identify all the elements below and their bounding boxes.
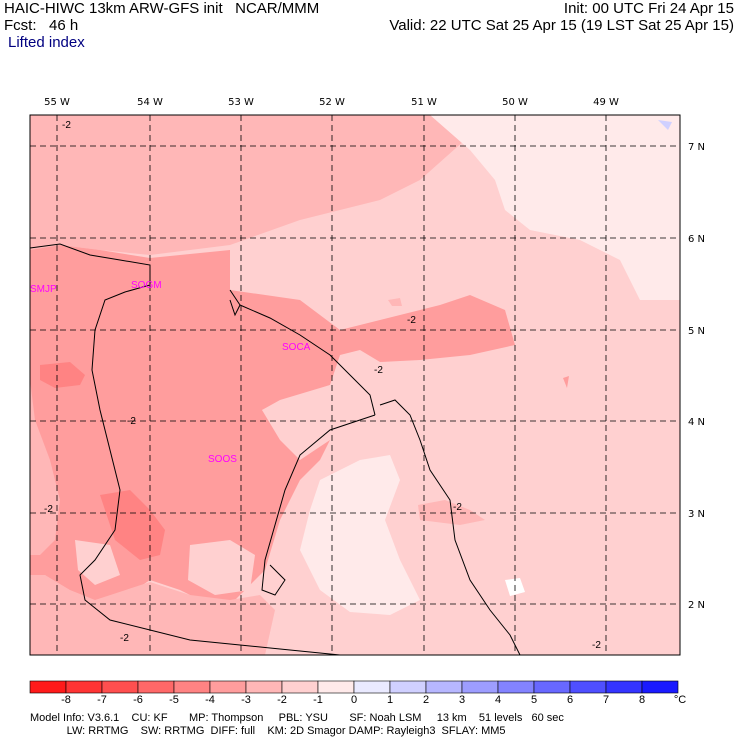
coastline-borders [30,243,521,655]
colorbar-label: 2 [422,694,430,706]
colorbar-label: 6 [566,694,574,706]
lat-label: 5 N [688,326,705,337]
plot-frame [29,114,681,656]
colorbar-swatch [65,680,103,694]
colorbar-unit: °C [673,694,687,706]
contour-label: -2 [127,416,136,427]
colorbar-swatch [353,680,391,694]
lon-label: 50 W [502,97,528,108]
lifted-index-field [30,115,680,655]
colorbar-swatch [461,680,499,694]
contour-label: -2 [44,504,53,515]
colorbar-label: 0 [350,694,358,706]
colorbar-label: -2 [277,694,287,706]
colorbar [29,680,679,694]
colorbar-swatch [605,680,643,694]
station-label: SOCA [282,342,311,353]
colorbar-swatch [425,680,463,694]
colorbar-swatch [29,680,67,694]
station-label: SOOS [208,454,237,465]
lat-label: 2 N [688,600,705,611]
header-init-time: Init: 00 UTC Fri 24 Apr 15 [563,0,734,17]
contour-label: -2 [453,502,462,513]
colorbar-label: 8 [638,694,646,706]
contour-label: -2 [374,365,383,376]
colorbar-swatch [281,680,319,694]
colorbar-swatch [317,680,355,694]
header-forecast-hour: Fcst: 46 h [4,17,79,34]
lon-label: 49 W [593,97,619,108]
contour-label: -2 [407,315,416,326]
colorbar-label: 7 [602,694,610,706]
lat-label: 7 N [688,142,705,153]
colorbar-label: -5 [169,694,179,706]
colorbar-label: -4 [205,694,215,706]
colorbar-swatch [569,680,607,694]
colorbar-swatch [101,680,139,694]
station-label: SOGM [131,280,162,291]
lon-label: 52 W [319,97,345,108]
lat-label: 4 N [688,417,705,428]
contour-label: -2 [120,633,129,644]
contour-label: -2 [592,640,601,651]
colorbar-swatch [497,680,535,694]
colorbar-swatch [245,680,283,694]
lat-lon-grid [30,115,680,655]
colorbar-label: 4 [494,694,502,706]
colorbar-label: -3 [241,694,251,706]
header-valid-time: Valid: 22 UTC Sat 25 Apr 15 (19 LST Sat … [389,17,734,34]
colorbar-swatch [137,680,175,694]
colorbar-swatch [209,680,247,694]
colorbar-label: 3 [458,694,466,706]
lon-label: 51 W [411,97,437,108]
lon-label: 54 W [137,97,163,108]
colorbar-swatch [641,680,679,694]
colorbar-label: 1 [386,694,394,706]
lat-label: 3 N [688,509,705,520]
colorbar-swatch [533,680,571,694]
colorbar-label: -6 [133,694,143,706]
lon-label: 53 W [228,97,254,108]
colorbar-label: -7 [97,694,107,706]
colorbar-label: -1 [313,694,323,706]
lon-label: 55 W [44,97,70,108]
model-info-line1: Model Info: V3.6.1 CU: KF MP: Thompson P… [30,712,564,724]
colorbar-label: -8 [61,694,71,706]
field-name: Lifted index [8,34,85,51]
colorbar-label: 5 [530,694,538,706]
colorbar-swatch [173,680,211,694]
colorbar-swatch [389,680,427,694]
model-info-line2: LW: RRTMG SW: RRTMG DIFF: full KM: 2D Sm… [30,725,506,737]
contour-label: -2 [62,120,71,131]
station-label: SMJP [30,284,57,295]
header-title: HAIC-HIWC 13km ARW-GFS init NCAR/MMM [4,0,320,17]
lat-label: 6 N [688,234,705,245]
